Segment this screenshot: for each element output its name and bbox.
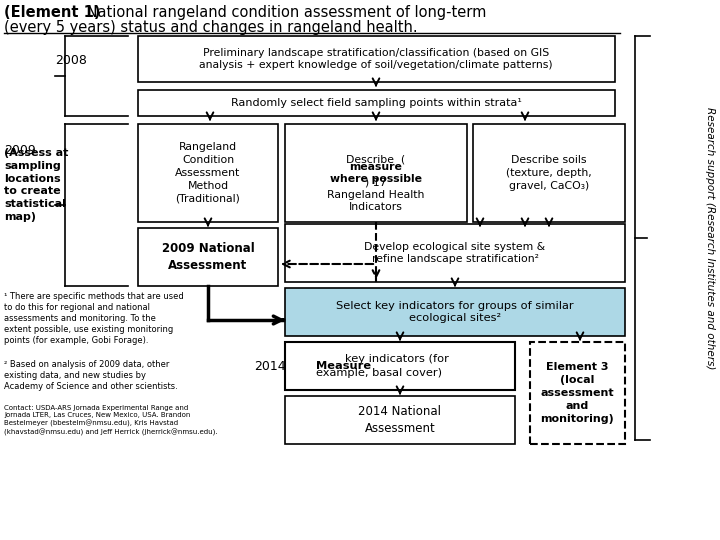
Text: Rangeland
Condition
Assessment
Method
(Traditional): Rangeland Condition Assessment Method (T…: [176, 143, 240, 204]
FancyBboxPatch shape: [285, 224, 625, 282]
Text: Contact: USDA-ARS Jornada Experimental Range and
Jornada LTER, Las Cruces, New M: Contact: USDA-ARS Jornada Experimental R…: [4, 405, 217, 436]
Text: Research support (Research Institutes and others): Research support (Research Institutes an…: [705, 107, 715, 369]
Text: 2014: 2014: [254, 360, 286, 373]
Text: ¹ There are specific methods that are used
to do this for regional and national
: ¹ There are specific methods that are us…: [4, 292, 184, 346]
Text: ² Based on analysis of 2009 data, other
existing data, and new studies by
Academ: ² Based on analysis of 2009 data, other …: [4, 360, 178, 391]
FancyBboxPatch shape: [473, 124, 625, 222]
FancyBboxPatch shape: [285, 124, 467, 222]
FancyBboxPatch shape: [285, 288, 625, 336]
Text: 2014 National
Assessment: 2014 National Assessment: [359, 405, 441, 435]
Text: (every 5 years) status and changes in rangeland health.: (every 5 years) status and changes in ra…: [4, 20, 418, 35]
Text: (Element 1): (Element 1): [4, 5, 101, 20]
Text: ) 17
Rangeland Health
Indicators: ) 17 Rangeland Health Indicators: [328, 178, 425, 212]
Text: Describe  (: Describe (: [346, 154, 405, 164]
Text: Measure: Measure: [316, 361, 371, 371]
FancyBboxPatch shape: [138, 36, 615, 82]
FancyBboxPatch shape: [138, 124, 278, 222]
Text: 2008: 2008: [55, 53, 87, 66]
Text: Select key indicators for groups of similar
ecological sites²: Select key indicators for groups of simi…: [336, 301, 574, 323]
Text: 2009 National
Assessment: 2009 National Assessment: [161, 242, 254, 272]
Text: measure
where possible: measure where possible: [330, 162, 422, 184]
Text: Preliminary landscape stratification/classification (based on GIS
analysis + exp: Preliminary landscape stratification/cla…: [199, 48, 553, 70]
Text: 2009: 2009: [4, 144, 36, 157]
Text: (Assess at
sampling
locations
to create
statistical
map): (Assess at sampling locations to create …: [4, 148, 68, 222]
FancyBboxPatch shape: [285, 342, 515, 390]
Text: Element 3
(local
assessment
and
monitoring): Element 3 (local assessment and monitori…: [540, 362, 614, 423]
FancyBboxPatch shape: [285, 396, 515, 444]
FancyBboxPatch shape: [138, 90, 615, 116]
Text: Describe soils
(texture, depth,
gravel, CaCO₃): Describe soils (texture, depth, gravel, …: [506, 155, 592, 191]
Text: Develop ecological site system &
refine landscape stratification²: Develop ecological site system & refine …: [364, 241, 546, 265]
FancyBboxPatch shape: [530, 342, 625, 444]
Text: National rangeland condition assessment of long-term: National rangeland condition assessment …: [82, 5, 487, 20]
Text: key indicators (for
example, basal cover): key indicators (for example, basal cover…: [316, 354, 449, 377]
FancyBboxPatch shape: [138, 228, 278, 286]
Text: Randomly select field sampling points within strata¹: Randomly select field sampling points wi…: [230, 98, 521, 108]
